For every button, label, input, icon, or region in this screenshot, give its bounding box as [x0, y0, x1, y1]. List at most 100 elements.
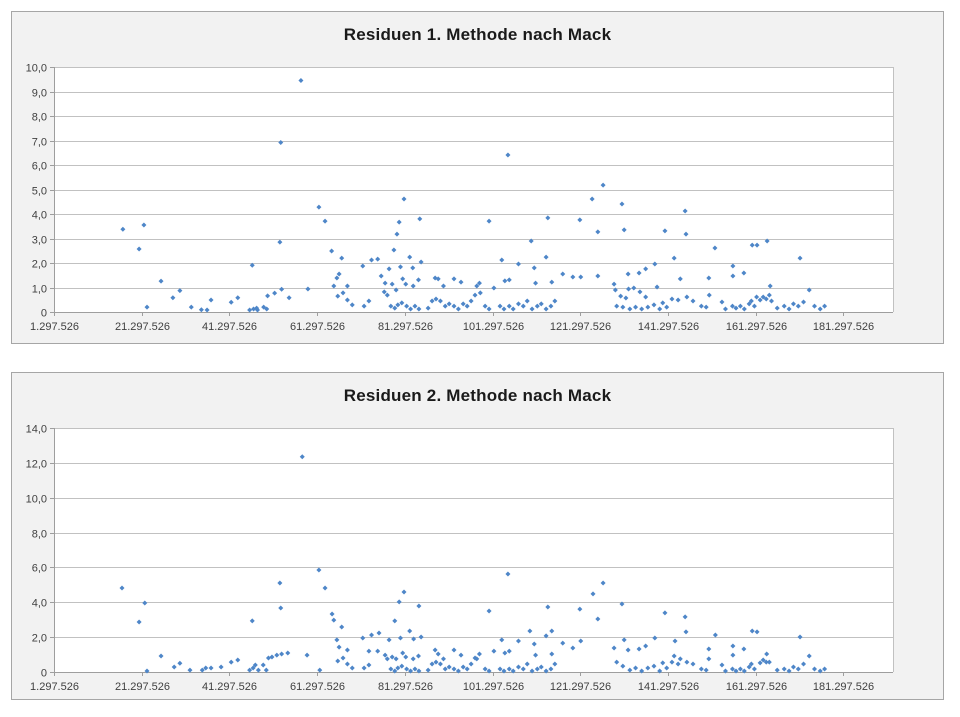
- data-point: [349, 302, 355, 308]
- data-point: [548, 303, 554, 309]
- data-point: [277, 580, 283, 586]
- y-tick-label: 2,0: [32, 259, 47, 271]
- data-point: [391, 247, 397, 253]
- data-point: [418, 259, 424, 265]
- data-point: [729, 666, 735, 672]
- x-tick-label: 81.297.526: [378, 681, 433, 693]
- data-point: [399, 663, 405, 669]
- data-point: [382, 280, 388, 286]
- data-point: [790, 664, 796, 670]
- data-point: [538, 301, 544, 307]
- data-point: [671, 255, 677, 261]
- data-point: [322, 218, 328, 224]
- x-tick-label: 141.297.526: [638, 681, 699, 693]
- x-tick-label: 1.297.526: [30, 321, 79, 333]
- data-point: [515, 664, 521, 670]
- data-point: [706, 646, 712, 652]
- data-point: [401, 589, 407, 595]
- data-point: [305, 286, 311, 292]
- data-point: [136, 246, 142, 252]
- data-point: [340, 290, 346, 296]
- data-point: [560, 271, 566, 277]
- data-point: [429, 661, 435, 667]
- data-point: [506, 303, 512, 309]
- data-point: [399, 300, 405, 306]
- data-point: [719, 299, 725, 305]
- data-point: [533, 652, 539, 658]
- x-tick-label: 101.297.526: [463, 681, 524, 693]
- x-tick-label: 41.297.526: [202, 681, 257, 693]
- data-point: [279, 286, 285, 292]
- data-point: [344, 297, 350, 303]
- y-tick-label: 6,0: [32, 161, 47, 173]
- data-point: [464, 666, 470, 672]
- data-point: [416, 668, 422, 674]
- data-point: [458, 279, 464, 285]
- data-point: [769, 298, 775, 304]
- data-point: [249, 262, 255, 268]
- data-point: [531, 641, 537, 647]
- data-point: [440, 283, 446, 289]
- data-point: [746, 664, 752, 670]
- data-point: [505, 152, 511, 158]
- chart-residuen-2-methode[interactable]: 0 2,0 4,0 6,0 8,0 10,0 12,0 14,0 1.297.526 21.297…: [11, 372, 944, 700]
- data-point: [378, 273, 384, 279]
- data-point: [633, 665, 639, 671]
- data-point: [577, 606, 583, 612]
- data-point: [677, 276, 683, 282]
- data-point: [499, 637, 505, 643]
- data-point: [497, 666, 503, 672]
- data-point: [621, 637, 627, 643]
- data-point: [187, 667, 193, 673]
- chart-title: Residuen 1. Methode nach Mack: [343, 25, 612, 44]
- data-point: [472, 292, 478, 298]
- data-point: [534, 303, 540, 309]
- data-point: [260, 662, 266, 668]
- data-point: [506, 666, 512, 672]
- y-tick-label: 10,0: [26, 63, 47, 75]
- data-point: [331, 617, 337, 623]
- data-point: [636, 646, 642, 652]
- data-point: [394, 231, 400, 237]
- data-point: [657, 668, 663, 674]
- y-tick-label: 0: [41, 668, 47, 680]
- data-point: [334, 637, 340, 643]
- data-point: [344, 647, 350, 653]
- data-point: [491, 648, 497, 654]
- data-point: [389, 654, 395, 660]
- data-point: [407, 254, 413, 260]
- data-point: [329, 248, 335, 254]
- data-point: [797, 255, 803, 261]
- data-point: [477, 290, 483, 296]
- data-point: [252, 662, 258, 668]
- data-point: [408, 668, 414, 674]
- data-point: [801, 299, 807, 305]
- data-point: [401, 196, 407, 202]
- data-point: [474, 283, 480, 289]
- data-point: [543, 254, 549, 260]
- data-point: [285, 650, 291, 656]
- data-point: [340, 655, 346, 661]
- y-tick-label: 1,0: [32, 284, 47, 296]
- y-tick-label: 4,0: [32, 210, 47, 222]
- data-point: [669, 296, 675, 302]
- x-tick-label: 181.297.526: [813, 321, 874, 333]
- y-tick-label: 7,0: [32, 137, 47, 149]
- data-point: [675, 297, 681, 303]
- data-point: [733, 668, 739, 674]
- data-point: [529, 306, 535, 312]
- y-tick-label: 0: [41, 308, 47, 320]
- y-tick-label: 14,0: [26, 424, 47, 436]
- data-point: [549, 628, 555, 634]
- data-point: [177, 660, 183, 666]
- data-point: [388, 666, 394, 672]
- data-point: [611, 281, 617, 287]
- data-point: [754, 629, 760, 635]
- data-point: [331, 283, 337, 289]
- data-point: [316, 567, 322, 573]
- data-point: [235, 657, 241, 663]
- data-point: [729, 303, 735, 309]
- chart-residuen-1-methode[interactable]: 0 1,0 2,0 3,0 4,0 5,0 6,0 7,0 8,0 9,0 10,0 1.297.52…: [11, 11, 944, 344]
- data-point: [774, 305, 780, 311]
- data-point: [429, 298, 435, 304]
